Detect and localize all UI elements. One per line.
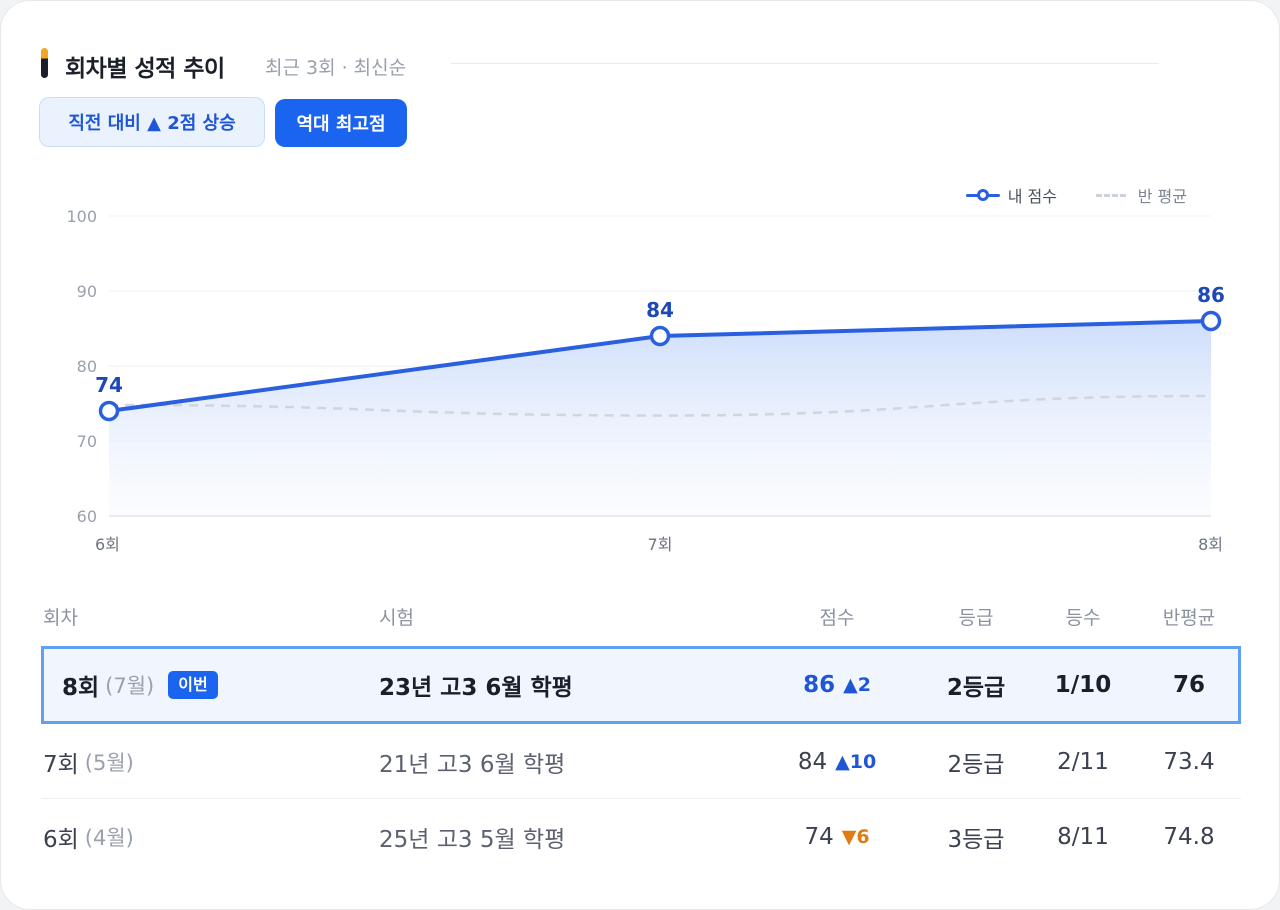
score-data-label: 86 xyxy=(1197,283,1225,307)
round-label: 7회 xyxy=(43,752,79,778)
cell-class-avg: 73.4 xyxy=(1163,749,1215,775)
cell-exam: 21년 고3 6월 학평 xyxy=(379,725,565,799)
card-subtitle: 최근 3회 · 최신순 xyxy=(265,57,407,79)
y-tick-label: 90 xyxy=(77,282,97,301)
change-badge: 직전 대비 ▲ 2점 상승 xyxy=(39,97,265,147)
cell-class-avg: 76 xyxy=(1172,672,1205,698)
header-exam: 시험 xyxy=(379,607,414,629)
cell-rank: 2/11 xyxy=(1057,749,1109,775)
legend-item-avg: 반 평균 xyxy=(1095,183,1187,207)
score-data-label: 84 xyxy=(646,298,674,322)
cell-score: 86 ▲2 xyxy=(761,649,913,721)
title-accent-bar xyxy=(41,48,48,78)
cell-grade: 2등급 xyxy=(946,675,1006,701)
cell-grade: 3등급 xyxy=(947,827,1005,853)
best-score-badge: 역대 최고점 xyxy=(275,99,407,147)
x-tick-label: 7회 xyxy=(648,535,673,554)
y-tick-label: 60 xyxy=(77,507,97,526)
y-tick-label: 80 xyxy=(77,357,97,376)
table-header: 회차 시험 점수 등급 등수 반평균 xyxy=(41,591,1241,637)
cell-exam: 25년 고3 5월 학평 xyxy=(379,800,565,874)
exam-name: 23년 고3 6월 학평 xyxy=(379,675,573,701)
round-month: (5월) xyxy=(84,751,134,775)
score-value: 84 xyxy=(797,749,828,775)
round-month: (4월) xyxy=(84,826,134,850)
y-tick-label: 70 xyxy=(77,432,97,451)
table-row[interactable]: 6회 (4월) 25년 고3 5월 학평 74 ▼6 3등급 8/11 74.8 xyxy=(41,800,1241,874)
score-line-chart: 100 90 80 70 60 6회 7회 8회 74 84 86 내 점수 반 평균 xyxy=(1,161,1280,571)
x-tick-label: 8회 xyxy=(1198,535,1223,554)
score-point xyxy=(98,400,120,422)
cell-round: 6회 (4월) xyxy=(43,800,134,874)
table-row-current[interactable]: 8회 (7월) 이번 23년 고3 6월 학평 86 ▲2 2등급 1/10 7… xyxy=(41,646,1241,724)
header-grade: 등급 xyxy=(958,607,994,629)
cell-score: 84 ▲10 xyxy=(761,725,913,799)
y-tick-label: 100 xyxy=(66,207,97,226)
header-rank: 등수 xyxy=(1065,607,1101,629)
header-round: 회차 xyxy=(43,607,78,629)
card-header: 회차별 성적 추이 최근 3회 · 최신순 xyxy=(39,45,1159,82)
score-delta: ▲10 xyxy=(835,751,877,773)
table-row[interactable]: 7회 (5월) 21년 고3 6월 학평 84 ▲10 2등급 2/11 73.… xyxy=(41,725,1241,799)
cell-round: 7회 (5월) xyxy=(43,725,134,799)
cell-class-avg: 74.8 xyxy=(1163,824,1215,850)
cell-grade: 2등급 xyxy=(947,752,1005,778)
header-score: 점수 xyxy=(819,607,855,629)
exam-name: 21년 고3 6월 학평 xyxy=(379,752,566,778)
header-avg: 반평균 xyxy=(1162,607,1216,629)
round-label: 6회 xyxy=(43,827,79,853)
exam-name: 25년 고3 5월 학평 xyxy=(379,827,566,853)
score-area-fill xyxy=(109,321,1211,516)
class-avg-line xyxy=(108,394,1212,417)
cell-score: 74 ▼6 xyxy=(761,800,913,874)
cell-rank: 1/10 xyxy=(1054,672,1112,698)
cell-rank: 8/11 xyxy=(1057,824,1109,850)
current-tag: 이번 xyxy=(168,671,218,699)
cell-exam: 23년 고3 6월 학평 xyxy=(379,649,573,721)
score-delta: ▲2 xyxy=(843,674,871,696)
chart-canvas: 100 90 80 70 60 6회 7회 8회 74 84 86 xyxy=(66,207,1225,554)
score-point xyxy=(1200,310,1222,332)
round-month: (7월) xyxy=(105,674,155,698)
legend-label-avg: 반 평균 xyxy=(1137,187,1187,206)
header-divider xyxy=(451,63,1159,64)
score-value: 86 xyxy=(803,672,836,698)
score-data-label: 74 xyxy=(95,373,123,397)
card-title: 회차별 성적 추이 xyxy=(65,56,225,82)
legend-swatch-avg xyxy=(1095,187,1126,203)
score-point xyxy=(649,325,671,347)
x-tick-label: 6회 xyxy=(95,535,120,554)
legend-item-mine: 내 점수 xyxy=(965,183,1057,207)
legend-label-mine: 내 점수 xyxy=(1007,187,1057,206)
cell-round: 8회 (7월) 이번 xyxy=(62,649,218,721)
score-delta: ▼6 xyxy=(841,826,870,848)
legend-swatch-mine xyxy=(965,187,1000,203)
round-label: 8회 xyxy=(62,675,100,701)
score-value: 74 xyxy=(804,824,834,850)
